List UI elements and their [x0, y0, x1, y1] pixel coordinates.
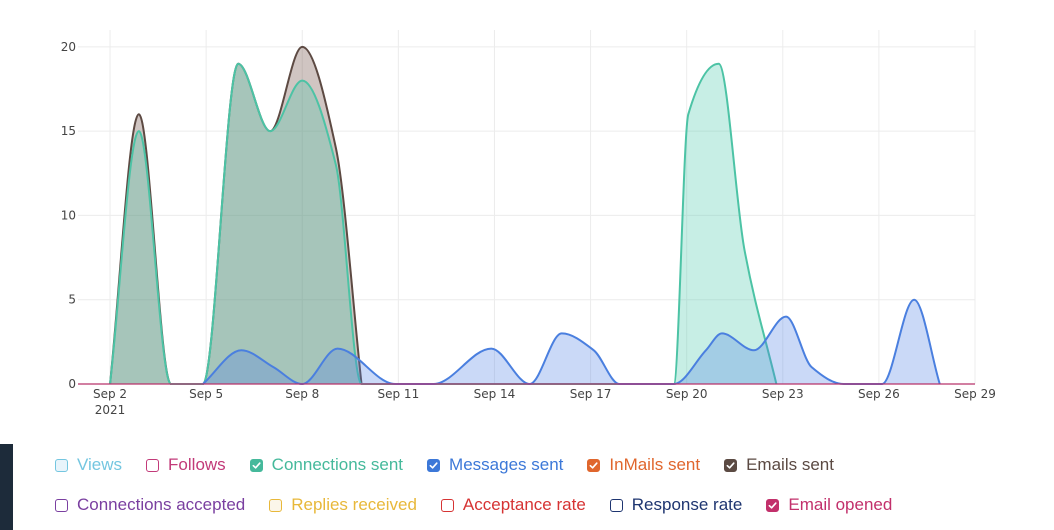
checkbox-checked-icon[interactable] — [427, 458, 441, 472]
x-tick-label: Sep 8 — [285, 387, 319, 401]
legend-label: Response rate — [631, 495, 743, 514]
x-tick-label: Sep 20 — [666, 387, 708, 401]
legend-label: Views — [77, 455, 123, 474]
x-tick-label: Sep 5 — [189, 387, 223, 401]
x-tick-label: Sep 29 — [954, 387, 996, 401]
legend-item-acceptance-rate[interactable]: Acceptance rate — [440, 495, 586, 515]
legend-row: Views Follows Connections sent Messages sen… — [55, 455, 858, 475]
checkbox-unchecked-icon[interactable] — [55, 498, 68, 512]
area-chart: 0 5 10 15 20 Sep 2 Sep 5 Sep 8 Sep 11 Sep 14 Sep 1… — [61, 30, 996, 417]
x-tick-label: Sep 11 — [378, 387, 420, 401]
legend-label: Emails sent — [746, 455, 834, 474]
y-tick-label: 20 — [61, 40, 76, 54]
y-tick-label: 10 — [61, 208, 76, 222]
series-area-connections-sent — [110, 63, 777, 384]
legend-item-inmails-sent[interactable]: InMails sent — [587, 455, 700, 475]
checkbox-unchecked-icon[interactable] — [609, 498, 623, 512]
legend-item-views[interactable]: Views — [55, 455, 122, 475]
legend-item-follows[interactable]: Follows — [146, 455, 226, 475]
legend-label: Acceptance rate — [462, 495, 586, 514]
checkbox-unchecked-icon[interactable] — [55, 458, 68, 472]
checkbox-checked-icon[interactable] — [587, 458, 601, 472]
checkbox-checked-icon[interactable] — [249, 458, 263, 472]
y-tick-label: 15 — [61, 124, 76, 138]
y-tick-label: 0 — [68, 377, 76, 391]
checkbox-unchecked-icon[interactable] — [440, 498, 454, 512]
x-tick-label: Sep 26 — [858, 387, 900, 401]
legend-label: Messages sent — [449, 455, 564, 474]
checkbox-unchecked-icon[interactable] — [269, 498, 283, 512]
legend-item-replies-received[interactable]: Replies received — [269, 495, 417, 515]
checkbox-checked-icon[interactable] — [724, 458, 738, 472]
x-year-label: 2021 — [95, 403, 126, 417]
y-tick-label: 5 — [68, 293, 76, 307]
legend-item-connections-accepted[interactable]: Connections accepted — [55, 495, 245, 515]
legend-item-response-rate[interactable]: Response rate — [609, 495, 743, 515]
legend-item-emails-sent[interactable]: Emails sent — [724, 455, 834, 475]
legend-label: Follows — [168, 455, 226, 474]
legend-item-messages-sent[interactable]: Messages sent — [427, 455, 563, 475]
legend-item-email-opened[interactable]: Email opened — [766, 495, 892, 515]
legend-label: InMails sent — [609, 455, 701, 474]
x-tick-label: Sep 14 — [474, 387, 516, 401]
legend-label: Replies received — [291, 495, 417, 514]
legend-item-connections-sent[interactable]: Connections sent — [249, 455, 404, 475]
series-area-messages-sent — [202, 299, 940, 384]
series-line-connections-sent — [109, 62, 778, 386]
legend-row: Connections accepted Replies received Acce… — [55, 495, 916, 515]
legend-label: Connections accepted — [77, 495, 246, 514]
checkbox-checked-icon[interactable] — [766, 498, 780, 512]
x-tick-label: Sep 2 — [93, 387, 127, 401]
x-tick-label: Sep 23 — [762, 387, 804, 401]
series-area-emails-sent — [110, 46, 362, 384]
checkbox-unchecked-icon[interactable] — [146, 458, 160, 472]
legend-label: Connections sent — [271, 455, 404, 474]
legend-label: Email opened — [788, 495, 893, 514]
sidebar-edge — [0, 444, 13, 530]
x-tick-label: Sep 17 — [570, 387, 612, 401]
